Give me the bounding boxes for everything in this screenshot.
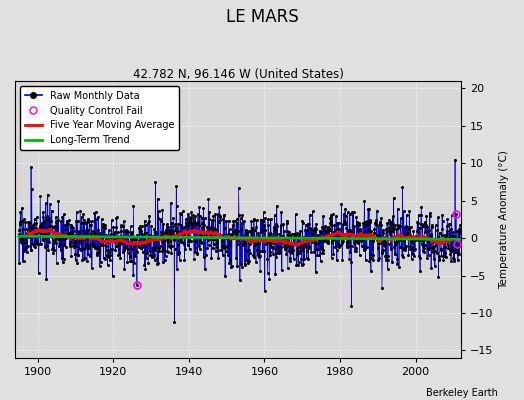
Legend: Raw Monthly Data, Quality Control Fail, Five Year Moving Average, Long-Term Tren: Raw Monthly Data, Quality Control Fail, …: [20, 86, 179, 150]
Text: Berkeley Earth: Berkeley Earth: [426, 388, 498, 398]
Title: 42.782 N, 96.146 W (United States): 42.782 N, 96.146 W (United States): [133, 68, 343, 81]
Text: LE MARS: LE MARS: [226, 8, 298, 26]
Y-axis label: Temperature Anomaly (°C): Temperature Anomaly (°C): [499, 150, 509, 289]
